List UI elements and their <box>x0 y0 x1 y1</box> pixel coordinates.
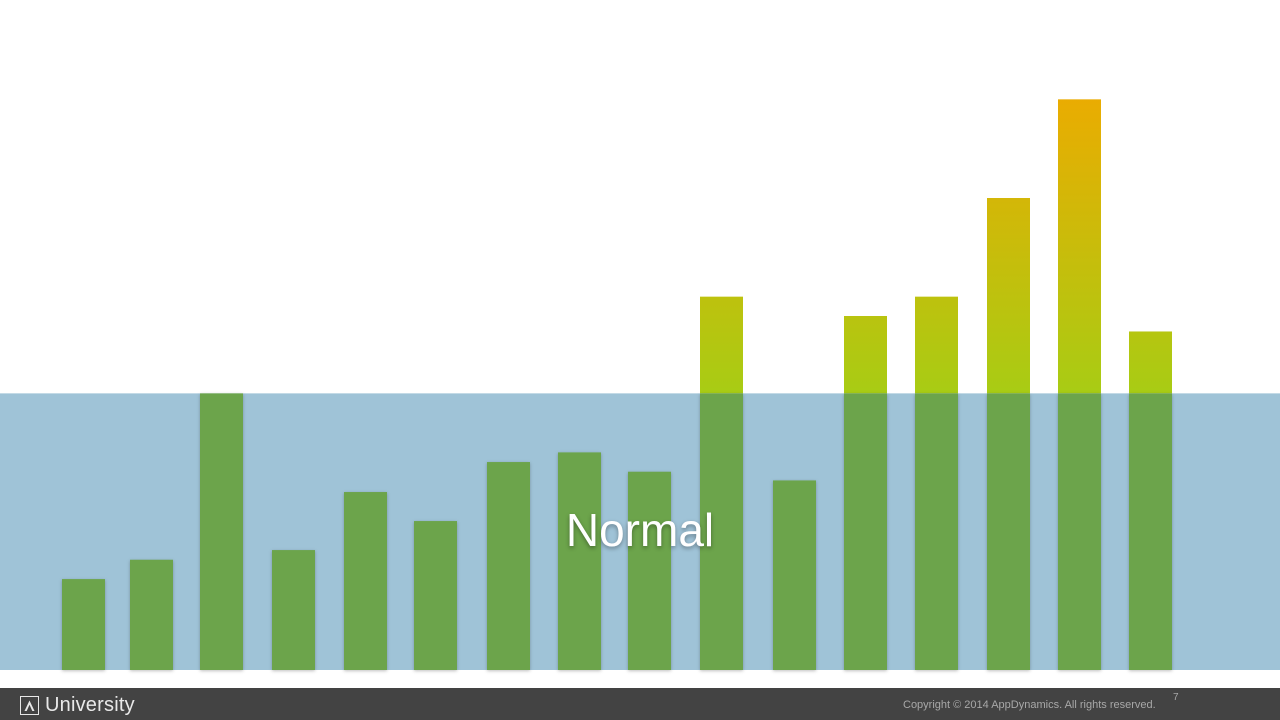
bar-5 <box>344 492 387 670</box>
bar-chart: Normal <box>0 99 1280 670</box>
bar-3 <box>200 393 243 670</box>
bar-above-band-16 <box>1129 331 1172 394</box>
bar-11 <box>773 480 816 670</box>
bar-above-band-14 <box>987 198 1030 394</box>
bar-2 <box>130 559 173 670</box>
university-logo: University <box>20 694 135 716</box>
bar-10 <box>700 393 743 670</box>
bar-4 <box>272 550 315 670</box>
bar-12 <box>844 393 887 670</box>
bar-7 <box>487 462 530 670</box>
bar-above-band-13 <box>915 296 958 394</box>
bar-9 <box>628 471 671 670</box>
bar-above-band-10 <box>700 296 743 394</box>
bar-above-band-12 <box>844 316 887 394</box>
logo-text: University <box>45 693 135 716</box>
appdynamics-logo-icon <box>20 695 39 715</box>
bar-8 <box>558 452 601 670</box>
copyright-text: Copyright © 2014 AppDynamics. All rights… <box>903 699 1156 711</box>
bar-1 <box>62 579 105 670</box>
bar-16 <box>1129 393 1172 670</box>
bar-14 <box>987 393 1030 670</box>
bars-above-band <box>700 99 1172 394</box>
bar-15 <box>1058 393 1101 670</box>
page-number: 7 <box>1173 692 1179 703</box>
footer-bar: University Copyright © 2014 AppDynamics.… <box>0 688 1280 720</box>
bars-inside-band <box>62 393 1172 670</box>
bar-6 <box>414 521 457 670</box>
bar-13 <box>915 393 958 670</box>
bar-above-band-15 <box>1058 99 1101 394</box>
normal-band-label: Normal <box>566 504 714 556</box>
